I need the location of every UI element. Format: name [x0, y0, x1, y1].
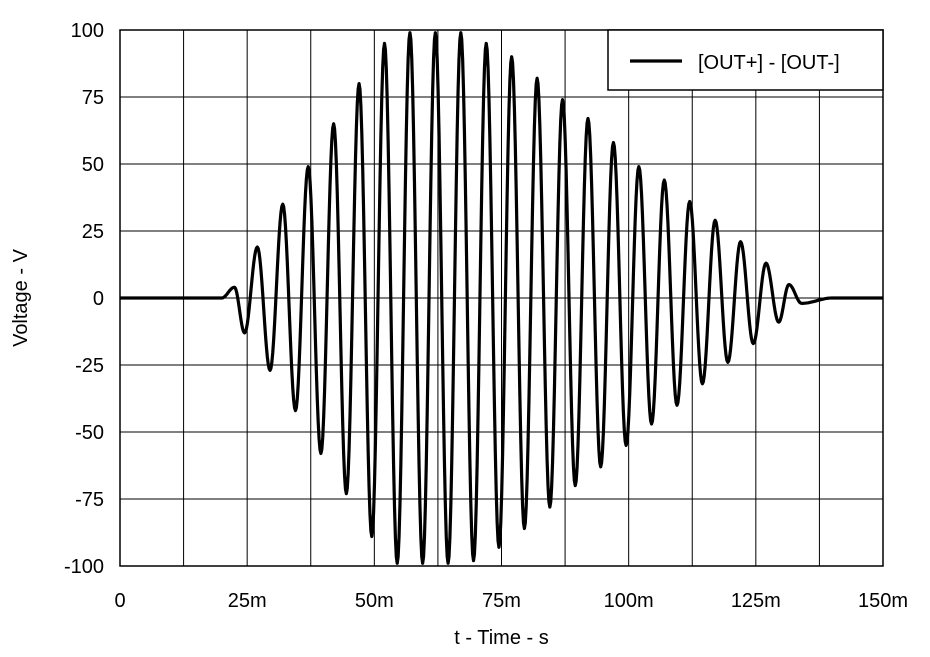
y-tick-label: 25 [82, 221, 104, 243]
y-tick-label: 100 [71, 20, 104, 42]
y-tick-label: -25 [75, 355, 104, 377]
y-tick-label: 0 [93, 288, 104, 310]
legend-label: [OUT+] - [OUT-] [698, 52, 840, 74]
grid-lines [120, 30, 883, 566]
x-tick-labels: 0 25m 50m 75m 100m 125m 150m [114, 590, 908, 612]
y-tick-label: 75 [82, 87, 104, 109]
plot-frame [119, 29, 884, 567]
x-tick-label: 25m [228, 590, 267, 612]
y-tick-label: -50 [75, 422, 104, 444]
x-tick-label: 50m [355, 590, 394, 612]
y-tick-label: -75 [75, 489, 104, 511]
x-axis-title: t - Time - s [454, 627, 548, 649]
x-tick-label: 150m [858, 590, 908, 612]
x-tick-label: 0 [114, 590, 125, 612]
y-tick-label: -100 [64, 556, 104, 578]
y-tick-labels: -100 -75 -50 -25 0 25 50 75 100 [64, 20, 104, 578]
series-line-out-diff [120, 31, 883, 565]
x-tick-label: 75m [482, 590, 521, 612]
y-tick-label: 50 [82, 154, 104, 176]
y-axis-title: Voltage - V [10, 248, 32, 347]
x-tick-label: 100m [604, 590, 654, 612]
x-tick-label: 125m [731, 590, 781, 612]
legend: [OUT+] - [OUT-] [607, 29, 884, 91]
